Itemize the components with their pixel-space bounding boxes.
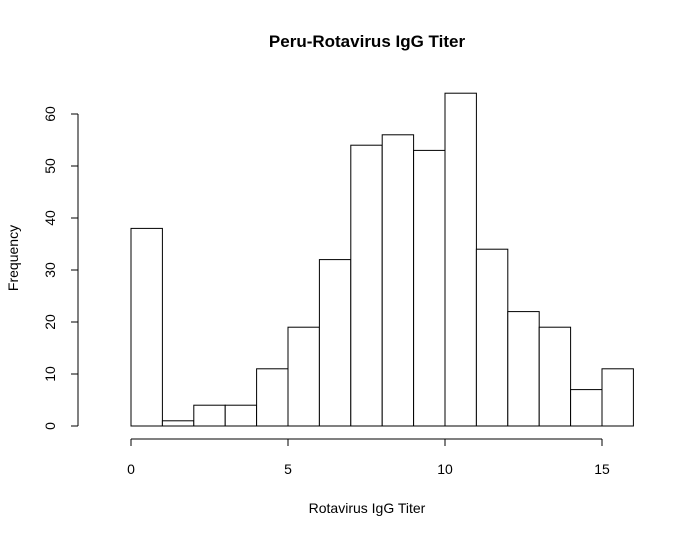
histogram-bar: [193, 404, 226, 427]
histogram-bar: [130, 227, 163, 427]
histogram-bar: [161, 420, 195, 427]
bars-group: [130, 92, 634, 427]
y-tick-label: 0: [42, 422, 58, 430]
histogram-bar: [318, 259, 352, 427]
y-tick-label: 60: [42, 106, 58, 122]
y-tick-label: 50: [42, 158, 58, 174]
histogram-bar: [256, 368, 289, 427]
x-tick-label: 5: [284, 461, 292, 477]
y-tick-label: 30: [42, 262, 58, 278]
x-axis-label: Rotavirus IgG Titer: [309, 500, 426, 516]
histogram-bar: [413, 149, 446, 427]
x-tick-label: 0: [127, 461, 135, 477]
y-tick-label: 10: [42, 366, 58, 382]
y-axis-label: Frequency: [5, 225, 21, 291]
y-tick-label: 40: [42, 210, 58, 226]
y-tick-label: 20: [42, 314, 58, 330]
histogram-bar: [475, 248, 509, 427]
histogram-bar: [444, 92, 477, 427]
x-tick-label: 10: [437, 461, 453, 477]
histogram-bar: [381, 134, 415, 427]
x-tick-label: 15: [594, 461, 610, 477]
chart-title: Peru-Rotavirus IgG Titer: [269, 32, 466, 51]
histogram-bar: [538, 326, 572, 427]
histogram-bar: [224, 404, 258, 427]
histogram-bar: [507, 311, 540, 427]
histogram-bar: [601, 368, 634, 427]
y-axis: 0 10 20 30 40 50 60: [42, 106, 79, 430]
histogram-bar: [570, 389, 603, 427]
histogram-bar: [287, 326, 320, 427]
x-axis: 0 5 10 15: [127, 438, 610, 477]
histogram-bar: [350, 144, 383, 427]
